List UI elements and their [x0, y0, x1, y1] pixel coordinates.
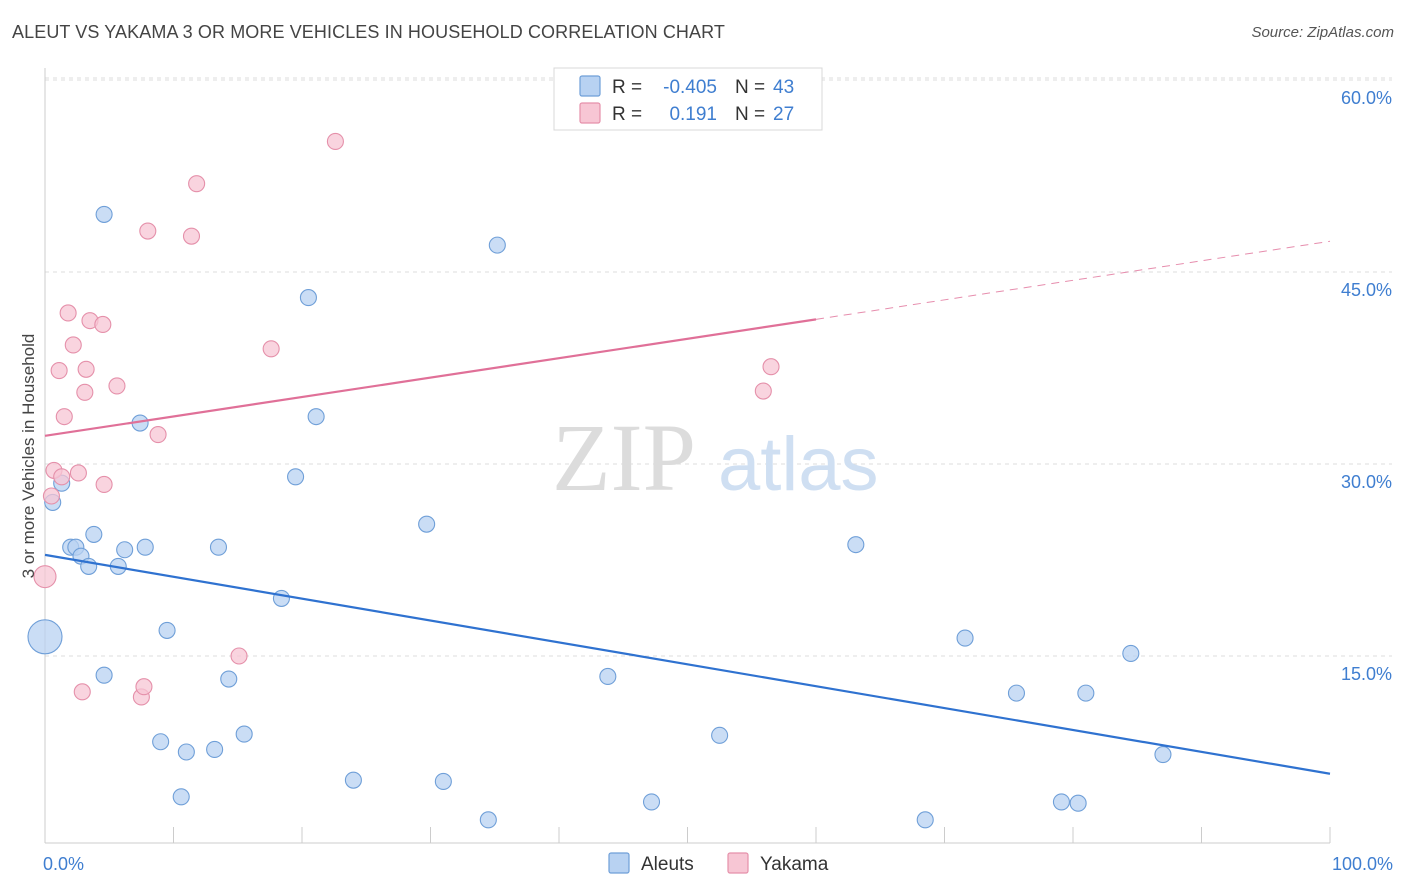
data-point-aleuts	[434, 772, 452, 790]
data-point-yakama	[95, 475, 113, 494]
series-legend: Aleuts Yakama	[608, 852, 829, 875]
y-tick-label: 45.0%	[1341, 280, 1392, 300]
source-label: Source: ZipAtlas.com	[1251, 24, 1394, 41]
data-point-yakama	[230, 647, 248, 665]
data-point-aleuts	[344, 771, 362, 789]
data-point-yakama	[149, 426, 167, 444]
y-tick-label: 60.0%	[1341, 88, 1392, 108]
data-point-yakama	[139, 222, 157, 240]
data-point-aleuts	[177, 743, 195, 761]
data-point-aleuts	[847, 536, 865, 554]
data-point-yakama	[73, 683, 91, 701]
bottom-legend-swatch-aleuts	[608, 852, 630, 874]
trend-line-extension-yakama	[815, 240, 1331, 320]
x-tick-label-max: 100.0%	[1332, 854, 1393, 874]
data-point-yakama	[182, 227, 201, 245]
data-point-yakama	[69, 464, 87, 482]
data-point-yakama	[64, 336, 82, 354]
legend-n-label-yakama: N =	[735, 104, 765, 125]
stats-legend: R = -0.405 N = 43 R = 0.191 N = 27	[553, 67, 823, 131]
legend-swatch-yakama	[579, 102, 601, 124]
data-point-aleuts	[287, 468, 305, 486]
data-point-aleuts	[116, 541, 134, 559]
data-point-aleuts	[95, 205, 113, 223]
points-layer	[27, 132, 1172, 829]
data-point-yakama	[326, 132, 344, 150]
data-point-aleuts	[272, 589, 290, 607]
data-point-yakama	[55, 408, 73, 426]
legend-n-value-yakama: 27	[773, 104, 794, 125]
data-point-yakama	[94, 315, 112, 334]
data-point-aleuts	[172, 788, 190, 806]
data-point-aleuts	[642, 793, 661, 811]
legend-r-value-yakama: 0.191	[669, 104, 717, 125]
trend-line-yakama	[44, 318, 817, 437]
data-point-aleuts	[206, 740, 224, 758]
chart-title: ALEUT VS YAKAMA 3 OR MORE VEHICLES IN HO…	[12, 22, 725, 42]
legend-n-label-aleuts: N =	[735, 77, 765, 98]
data-point-aleuts	[136, 538, 154, 556]
data-point-aleuts	[235, 725, 253, 743]
data-point-aleuts	[599, 667, 617, 686]
data-point-aleuts	[956, 629, 974, 647]
bottom-legend-swatch-yakama	[727, 852, 749, 874]
grid-layer	[45, 77, 1392, 657]
data-point-yakama	[262, 340, 280, 358]
legend-r-value-aleuts: -0.405	[663, 77, 717, 98]
y-tick-label: 15.0%	[1341, 664, 1392, 684]
bottom-legend-label-aleuts: Aleuts	[641, 854, 694, 875]
data-point-aleuts	[1077, 684, 1095, 702]
data-point-yakama	[762, 358, 780, 376]
data-point-aleuts	[1069, 794, 1087, 812]
data-point-yakama	[50, 362, 68, 380]
data-point-aleuts	[488, 236, 506, 254]
watermark: ZIP atlas	[552, 404, 879, 511]
data-point-aleuts	[711, 726, 729, 744]
data-point-yakama	[188, 175, 206, 193]
x-tick-label-min: 0.0%	[43, 854, 84, 874]
data-point-yakama	[76, 383, 94, 401]
tick-label-layer: 15.0% 30.0% 45.0% 60.0% 0.0% 100.0%	[43, 88, 1393, 874]
data-point-aleuts	[85, 525, 103, 543]
trend-line-aleuts	[44, 553, 1331, 775]
axis-layer	[44, 68, 1331, 844]
data-point-aleuts	[299, 289, 317, 307]
legend-r-label-aleuts: R =	[612, 77, 642, 98]
data-point-aleuts	[152, 733, 170, 751]
data-point-yakama	[42, 487, 60, 505]
y-tick-label: 30.0%	[1341, 472, 1392, 492]
legend-r-label-yakama: R =	[612, 104, 642, 125]
data-point-aleuts	[27, 619, 63, 655]
data-point-yakama	[108, 377, 126, 395]
data-point-aleuts	[1122, 644, 1140, 662]
legend-swatch-aleuts	[579, 75, 601, 97]
trend-layer	[44, 240, 1331, 775]
data-point-aleuts	[95, 666, 113, 684]
data-point-aleuts	[307, 408, 325, 426]
data-point-aleuts	[1154, 746, 1172, 764]
data-point-aleuts	[1007, 684, 1026, 702]
watermark-zip: ZIP	[552, 404, 696, 511]
watermark-atlas: atlas	[718, 422, 879, 507]
data-point-aleuts	[479, 811, 497, 829]
data-point-aleuts	[1052, 793, 1070, 811]
data-point-yakama	[135, 678, 153, 696]
data-point-aleuts	[209, 538, 228, 556]
data-point-yakama	[53, 468, 71, 486]
bottom-legend-label-yakama: Yakama	[760, 854, 829, 875]
data-point-yakama	[59, 304, 77, 322]
data-point-yakama	[77, 360, 95, 378]
data-point-yakama	[754, 382, 772, 400]
data-point-aleuts	[418, 515, 436, 533]
data-point-yakama	[33, 565, 57, 589]
data-point-aleuts	[220, 670, 238, 688]
data-point-aleuts	[158, 621, 176, 639]
y-axis-title: 3 or more Vehicles in Household	[19, 334, 38, 579]
data-point-aleuts	[916, 811, 934, 829]
legend-n-value-aleuts: 43	[773, 77, 794, 98]
